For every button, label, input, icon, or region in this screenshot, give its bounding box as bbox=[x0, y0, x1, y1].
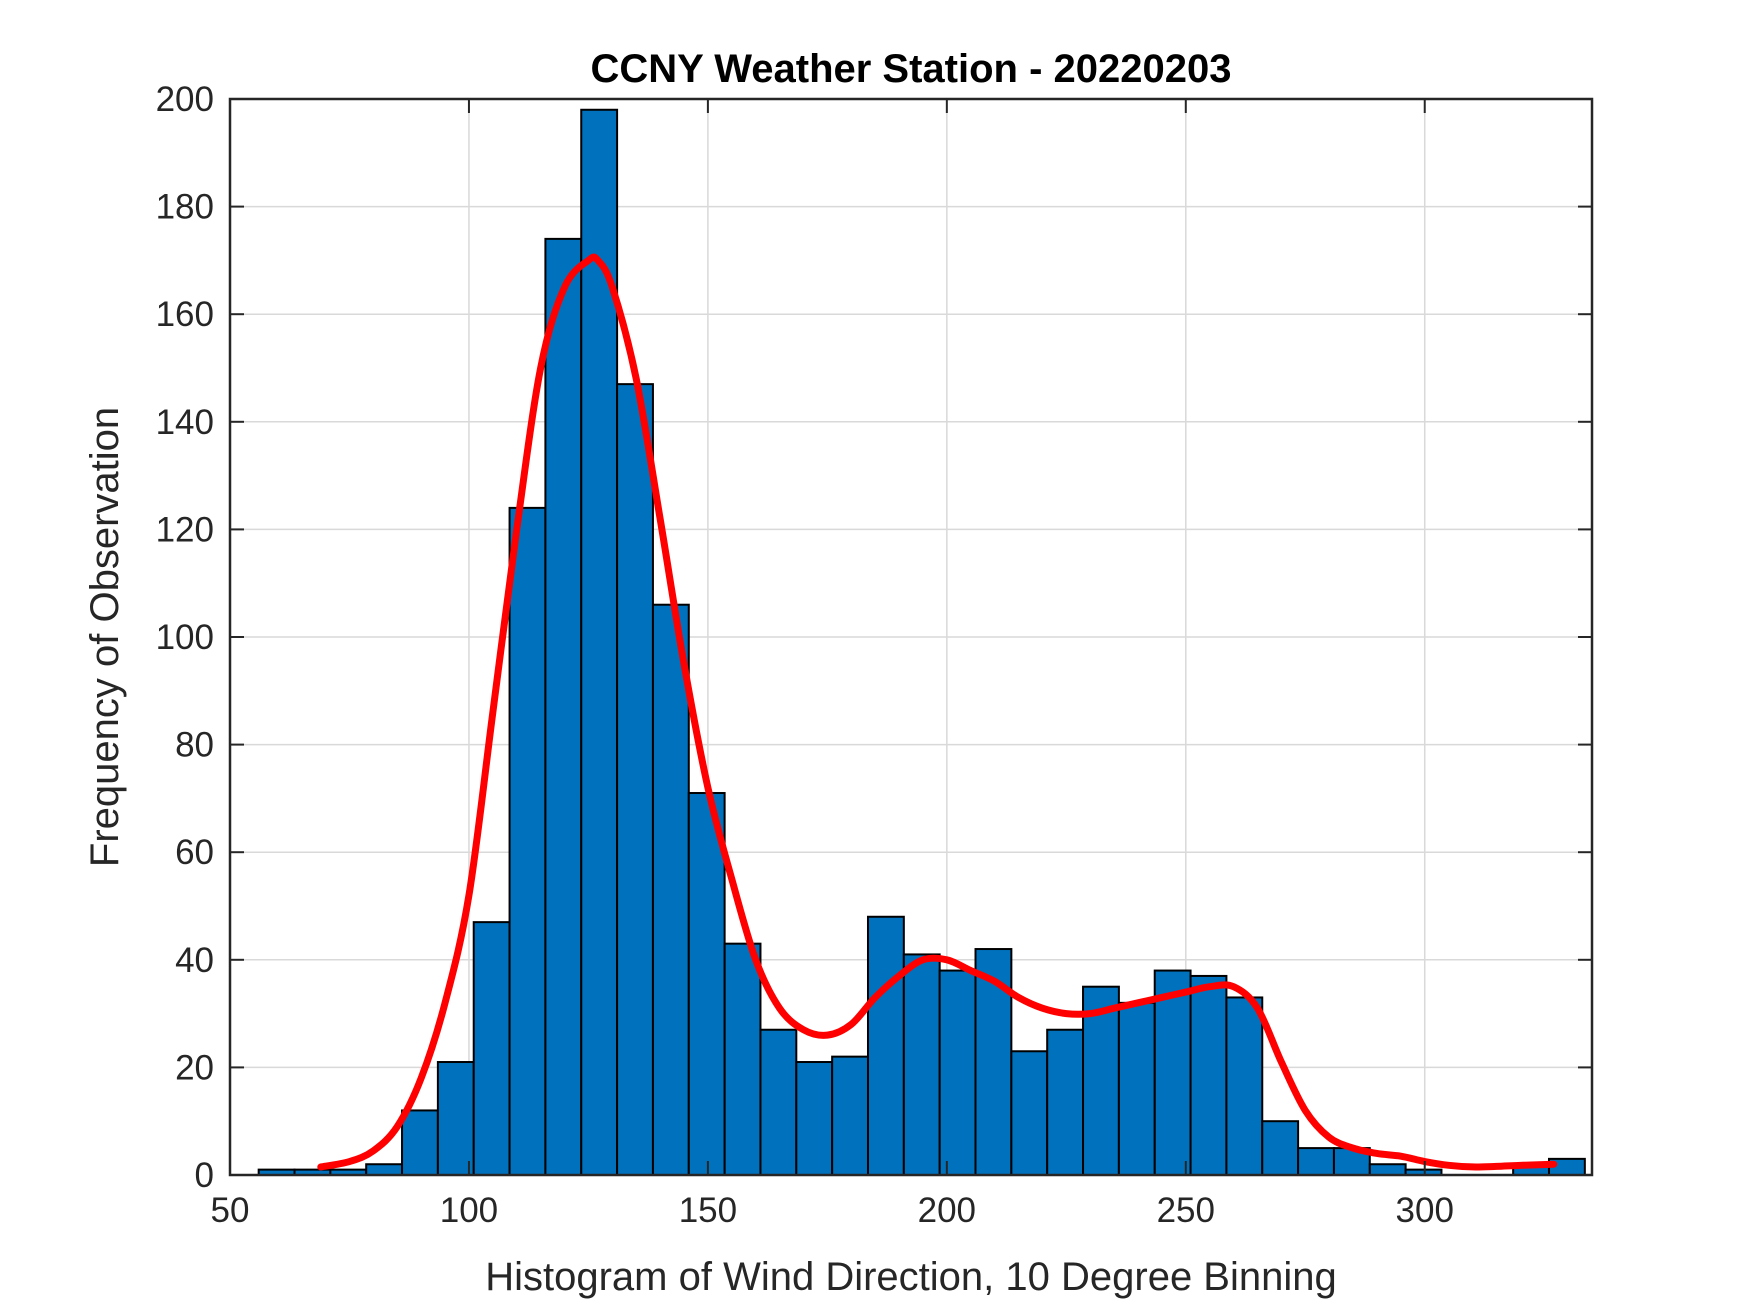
histogram-bar bbox=[795, 1061, 834, 1177]
y-axis-label: Frequency of Observation bbox=[83, 407, 127, 867]
histogram-bar bbox=[687, 792, 726, 1177]
y-tick-label: 200 bbox=[156, 80, 214, 119]
histogram-bar bbox=[866, 915, 905, 1176]
density-fit bbox=[317, 253, 1558, 1171]
histogram-bar bbox=[1368, 1163, 1407, 1176]
density-fit-line bbox=[317, 253, 1558, 1171]
x-tick-label: 300 bbox=[1396, 1191, 1454, 1230]
histogram-bar bbox=[1261, 1120, 1300, 1176]
histogram-bar bbox=[1297, 1147, 1335, 1176]
y-tick-label: 100 bbox=[156, 618, 214, 657]
x-tick-label: 150 bbox=[679, 1191, 737, 1230]
histogram-bar bbox=[938, 969, 977, 1176]
histogram-bar bbox=[831, 1055, 869, 1177]
chart-title: CCNY Weather Station - 20220203 bbox=[591, 47, 1232, 91]
y-tick-label: 120 bbox=[156, 510, 214, 549]
x-tick-label: 50 bbox=[211, 1191, 250, 1230]
histogram-bar bbox=[759, 1028, 798, 1176]
histogram-bar bbox=[902, 953, 941, 1176]
y-tick-label: 160 bbox=[156, 295, 214, 334]
y-tick-label: 140 bbox=[156, 403, 214, 442]
histogram-bar bbox=[544, 237, 583, 1176]
histogram-bar bbox=[508, 506, 547, 1176]
y-tick-label: 180 bbox=[156, 188, 214, 227]
x-axis-label: Histogram of Wind Direction, 10 Degree B… bbox=[485, 1255, 1337, 1299]
x-tick-labels: 50 100 150 200 250 300 bbox=[211, 1191, 1454, 1230]
y-tick-label: 80 bbox=[175, 726, 214, 765]
histogram-bar bbox=[401, 1109, 439, 1176]
histogram-bar bbox=[723, 942, 762, 1176]
x-tick-label: 250 bbox=[1157, 1191, 1215, 1230]
x-tick-label: 100 bbox=[440, 1191, 498, 1230]
y-tick-label: 20 bbox=[175, 1048, 214, 1087]
histogram-bar bbox=[436, 1061, 475, 1177]
x-tick-label: 200 bbox=[918, 1191, 976, 1230]
histogram-bar bbox=[1117, 1001, 1156, 1177]
histogram-bar bbox=[580, 108, 619, 1176]
histogram-bar bbox=[472, 921, 511, 1177]
histogram-bar bbox=[1046, 1028, 1085, 1176]
histogram-bar bbox=[1010, 1050, 1049, 1177]
tick-marks bbox=[229, 98, 1592, 1176]
histogram-bar bbox=[616, 383, 654, 1176]
y-tick-label: 40 bbox=[175, 941, 214, 980]
histogram-bar bbox=[1082, 985, 1120, 1177]
y-tick-label: 0 bbox=[195, 1156, 214, 1195]
y-tick-label: 60 bbox=[175, 833, 214, 872]
histogram-bar bbox=[1225, 996, 1264, 1177]
histogram-bar bbox=[365, 1163, 404, 1176]
histogram-bar bbox=[651, 603, 690, 1176]
y-tick-labels: 0 20 40 60 80 100 120 140 160 180 200 bbox=[156, 80, 214, 1195]
histogram-bar bbox=[1189, 974, 1228, 1176]
